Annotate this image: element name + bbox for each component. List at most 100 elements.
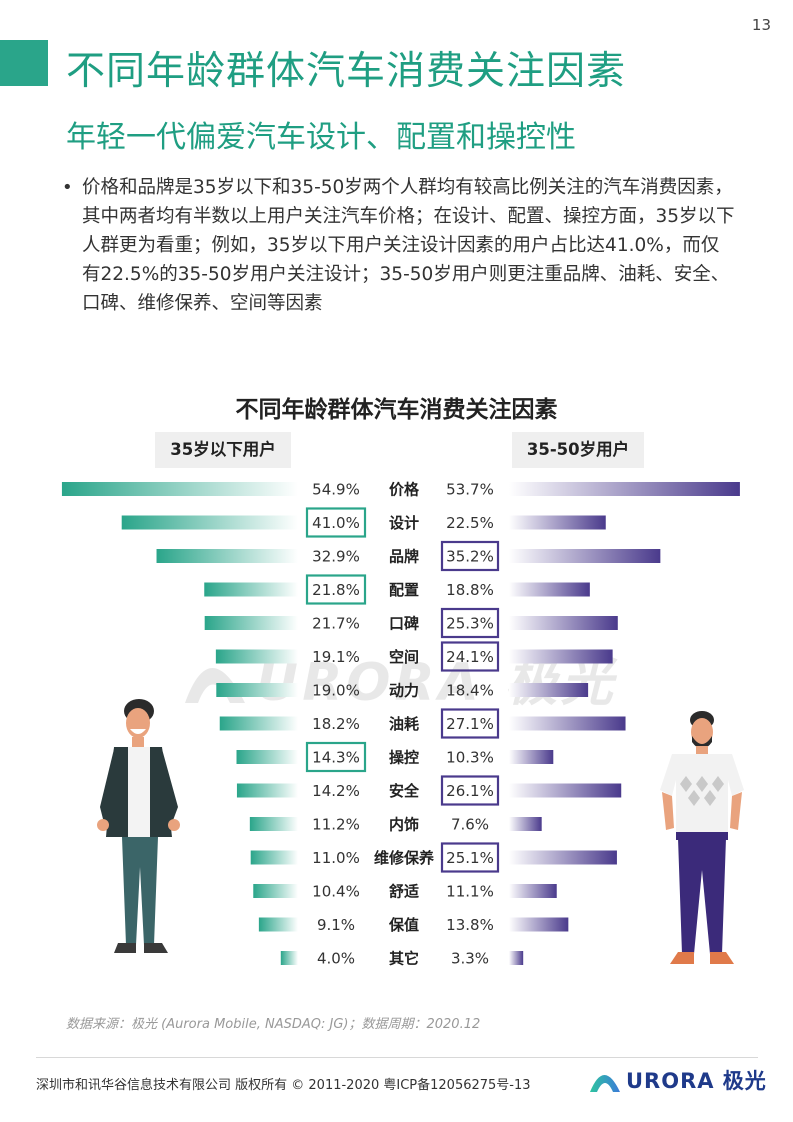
middle-aged-man-illustration [660, 711, 744, 964]
bar-under-35 [204, 582, 298, 597]
category-label: 品牌 [389, 548, 419, 566]
footer-divider [36, 1057, 758, 1058]
category-label: 配置 [389, 581, 419, 599]
category-label: 舒适 [389, 883, 419, 901]
bar-under-35 [253, 884, 298, 898]
category-label: 空间 [389, 648, 419, 666]
series-label-under-35: 35岁以下用户 [155, 432, 291, 468]
bar-35-50 [509, 917, 569, 932]
highlight-box-35-50 [440, 540, 500, 572]
highlight-box-35-50 [440, 641, 500, 672]
value-label-35-50: 25.3% [446, 615, 494, 633]
value-label-under-35: 18.2% [312, 715, 360, 733]
page-number: 13 [751, 16, 771, 34]
bar-under-35 [258, 917, 298, 932]
bar-under-35 [61, 482, 299, 496]
value-label-35-50: 3.3% [451, 950, 489, 968]
value-label-under-35: 14.2% [312, 782, 360, 800]
value-label-35-50: 13.8% [446, 916, 494, 934]
bar-35-50 [509, 582, 590, 597]
bar-35-50 [509, 817, 542, 831]
highlight-box-35-50 [440, 842, 500, 873]
bullet-text: 价格和品牌是35岁以下和35-50岁两个人群均有较高比例关注的汽车消费因素，其中… [82, 177, 735, 314]
bar-35-50 [509, 482, 740, 496]
value-label-35-50: 27.1% [446, 715, 494, 733]
bar-35-50 [509, 951, 524, 965]
value-label-35-50: 22.5% [446, 514, 494, 532]
bar-35-50 [509, 716, 626, 731]
value-label-under-35: 21.7% [312, 615, 360, 633]
category-label: 口碑 [389, 615, 419, 633]
value-label-under-35: 9.1% [317, 916, 355, 934]
highlight-box-under-35 [305, 507, 367, 538]
bullet-paragraph: • 价格和品牌是35岁以下和35-50岁两个人群均有较高比例关注的汽车消费因素，… [62, 173, 752, 318]
category-label: 动力 [389, 682, 419, 700]
category-label: 内饰 [389, 816, 419, 834]
bar-35-50 [509, 616, 618, 630]
value-label-under-35: 32.9% [312, 548, 360, 566]
bullet-dot: • [62, 177, 73, 198]
value-label-under-35: 14.3% [312, 749, 360, 767]
copyright-text: 深圳市和讯华谷信息技术有限公司 版权所有 © 2011-2020 粤ICP备12… [36, 1078, 531, 1093]
bar-under-35 [156, 549, 298, 563]
value-label-35-50: 25.1% [446, 849, 494, 867]
highlight-box-35-50 [440, 775, 500, 806]
value-label-35-50: 53.7% [446, 481, 494, 499]
bar-35-50 [509, 750, 554, 764]
chart-title: 不同年龄群体汽车消费关注因素 [235, 397, 558, 423]
category-label: 操控 [389, 749, 419, 767]
bar-35-50 [509, 884, 557, 898]
category-label: 设计 [389, 514, 419, 532]
value-label-35-50: 18.4% [446, 682, 494, 700]
page-subtitle: 年轻一代偏爱汽车设计、配置和操控性 [66, 120, 576, 155]
bar-under-35 [236, 750, 298, 764]
category-label: 安全 [389, 782, 420, 800]
value-label-35-50: 26.1% [446, 782, 494, 800]
highlight-box-35-50 [440, 708, 500, 739]
aurora-logo-icon [590, 1075, 620, 1092]
value-label-under-35: 19.0% [312, 682, 360, 700]
bar-35-50 [509, 783, 622, 798]
highlight-box-under-35 [305, 574, 367, 605]
value-label-under-35: 41.0% [312, 514, 360, 532]
logo-text: URORA 极光 [626, 1069, 767, 1093]
bar-under-35 [219, 716, 298, 731]
bar-under-35 [216, 683, 298, 697]
series-label-35-50: 35-50岁用户 [512, 432, 644, 468]
category-label: 价格 [389, 481, 420, 499]
value-label-under-35: 11.0% [312, 849, 360, 867]
value-label-35-50: 35.2% [446, 548, 494, 566]
highlight-box-under-35 [305, 741, 367, 773]
bar-under-35 [280, 951, 298, 965]
value-label-under-35: 11.2% [312, 816, 360, 834]
bar-under-35 [236, 783, 298, 798]
bar-35-50 [509, 549, 661, 563]
bar-35-50 [509, 649, 613, 664]
value-label-under-35: 21.8% [312, 581, 360, 599]
page-title: 不同年龄群体汽车消费关注因素 [66, 49, 627, 94]
category-label: 其它 [389, 950, 419, 968]
value-label-under-35: 19.1% [312, 648, 360, 666]
bar-35-50 [509, 683, 589, 697]
category-label: 保值 [388, 916, 419, 934]
value-label-35-50: 11.1% [446, 883, 494, 901]
value-label-35-50: 7.6% [451, 816, 489, 834]
bar-under-35 [215, 649, 298, 664]
category-label: 油耗 [389, 715, 419, 733]
category-label: 维修保养 [374, 849, 435, 867]
bar-under-35 [250, 850, 298, 865]
value-label-35-50: 10.3% [446, 749, 494, 767]
young-man-illustration [97, 699, 180, 953]
aurora-logo: URORA 极光 [588, 1065, 767, 1095]
value-label-under-35: 54.9% [312, 481, 360, 499]
source-note: 数据来源：极光 (Aurora Mobile, NASDAQ: JG)；数据周期… [66, 1017, 481, 1032]
value-label-35-50: 24.1% [446, 648, 494, 666]
highlight-box-35-50 [440, 607, 500, 639]
value-label-under-35: 10.4% [312, 883, 360, 901]
bar-under-35 [204, 616, 298, 630]
value-label-35-50: 18.8% [446, 581, 494, 599]
title-accent-block [0, 40, 48, 86]
bar-35-50 [509, 515, 606, 530]
bar-35-50 [509, 850, 617, 865]
